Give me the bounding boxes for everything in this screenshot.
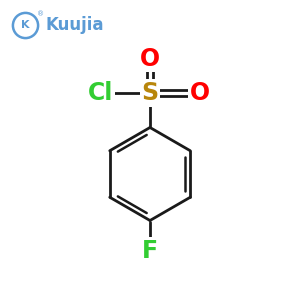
Text: S: S bbox=[141, 81, 159, 105]
Text: F: F bbox=[142, 238, 158, 262]
Text: Kuujia: Kuujia bbox=[46, 16, 104, 34]
Text: Cl: Cl bbox=[88, 81, 113, 105]
Text: ®: ® bbox=[37, 11, 44, 17]
Text: O: O bbox=[140, 46, 160, 70]
Text: K: K bbox=[21, 20, 30, 31]
Text: O: O bbox=[189, 81, 210, 105]
